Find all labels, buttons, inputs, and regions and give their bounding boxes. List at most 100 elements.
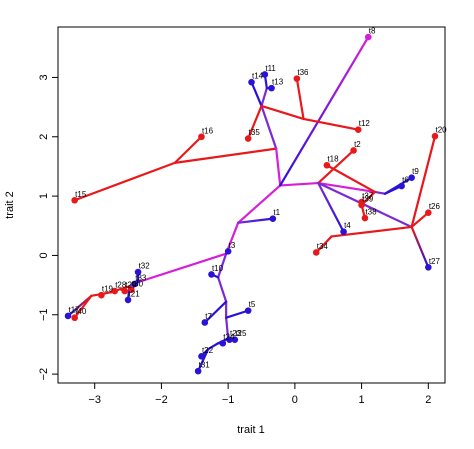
tip-label-t16: t16 (202, 126, 214, 135)
tip-label-t25: t25 (235, 329, 247, 338)
tip-point-t34 (312, 249, 320, 256)
branch-d2-d3 (217, 252, 228, 279)
y-axis-title: trait 2 (4, 191, 16, 219)
tip-point-t22 (198, 353, 205, 360)
tip-label-t31: t31 (199, 361, 211, 370)
y-tick-label: 2 (38, 134, 50, 140)
tip-point-t4 (340, 228, 347, 235)
branch-to-t7 (203, 300, 228, 324)
x-tick-label: 2 (425, 394, 431, 406)
tip-label-t30: t30 (132, 279, 144, 288)
tip-point-t39 (358, 201, 365, 209)
tip-label-t1: t1 (273, 208, 280, 217)
tip-point-t24 (219, 339, 227, 347)
x-tick-label: −1 (222, 394, 235, 406)
tip-points (64, 33, 439, 375)
tip-point-t25 (231, 336, 239, 343)
tip-point-t29 (121, 287, 129, 295)
tip-point-t14 (248, 78, 255, 86)
branch-to-t27 (410, 225, 430, 269)
tip-label-t28: t28 (115, 281, 127, 290)
y-tick-label: 0 (38, 252, 50, 258)
branch-to-t9 (383, 176, 413, 195)
y-axis: −2 −1 0 1 2 3 (38, 74, 58, 380)
x-axis: −3 −2 −1 0 1 2 (88, 383, 431, 406)
tip-point-t26 (425, 209, 432, 217)
branch-to-t12 (302, 117, 360, 131)
branch-c6-c7 (330, 225, 413, 238)
plot-frame (57, 26, 446, 384)
tip-label-t34: t34 (317, 242, 329, 251)
tip-point-t18 (323, 161, 331, 169)
y-tick-label: 1 (38, 193, 50, 199)
tip-label-t9: t9 (412, 167, 419, 176)
tip-label-t17: t17 (69, 305, 81, 314)
branch-d12-d13 (103, 291, 113, 295)
tip-labels: t1 t2 t3 t4 t5 t6 t7 t8 t9 t10 t11 t12 t13 t14 t15 t16 t… (69, 27, 448, 370)
branch-to-t34 (315, 235, 333, 254)
tip-label-t38: t38 (365, 208, 377, 217)
tip-label-t22: t22 (202, 346, 214, 355)
tip-point-t8 (364, 33, 372, 41)
branch-to-t4 (317, 181, 345, 233)
tip-point-t17 (64, 312, 72, 320)
tip-point-t21 (124, 296, 132, 304)
tip-label-t29: t29 (125, 281, 137, 290)
tip-label-t2: t2 (354, 140, 361, 149)
tip-label-t36: t36 (297, 68, 309, 77)
branch-c1-d1 (237, 184, 282, 224)
branch-to-t35 (247, 104, 263, 140)
tip-point-t33 (131, 280, 139, 288)
tip-label-t26: t26 (429, 202, 441, 211)
branch-r-a1 (260, 104, 278, 150)
branch-d5-d6 (225, 316, 230, 340)
tip-label-t23: t23 (230, 329, 242, 338)
tip-point-t23 (226, 336, 233, 343)
tip-label-t39: t39 (362, 195, 374, 204)
branch-a1-a3 (260, 104, 305, 121)
branch-to-t36 (295, 77, 305, 121)
tip-point-t1 (269, 215, 277, 222)
tip-label-t13: t13 (272, 78, 284, 87)
tip-point-t38 (361, 214, 369, 222)
branch-to-t40 (73, 294, 93, 319)
tip-label-t3: t3 (229, 241, 236, 250)
branch-to-t8 (279, 35, 370, 187)
tip-point-t27 (425, 264, 432, 271)
tip-label-t27: t27 (429, 257, 441, 266)
tip-point-t35 (244, 135, 252, 142)
tip-point-t15 (71, 196, 78, 204)
tip-point-t32 (134, 268, 142, 276)
tip-point-t9 (408, 174, 415, 182)
branch-c2-c3 (317, 181, 377, 194)
tip-point-t10 (208, 271, 215, 278)
tip-point-t19 (98, 291, 105, 299)
x-tick-label: 0 (292, 394, 298, 406)
tip-label-t11: t11 (265, 64, 276, 73)
tip-label-t7: t7 (205, 312, 212, 321)
tip-point-t16 (198, 133, 205, 141)
branch-to-t18 (325, 164, 377, 194)
tip-label-t33: t33 (135, 273, 147, 282)
tip-point-t6 (398, 182, 405, 190)
x-axis-title: trait 1 (237, 424, 265, 436)
branch-c2-c6 (317, 181, 413, 229)
tip-point-t20 (431, 132, 439, 140)
tip-point-t30 (128, 286, 135, 294)
tip-point-t36 (293, 75, 301, 82)
branch-to-t31 (197, 348, 210, 373)
x-tick-label: −2 (155, 394, 168, 406)
tip-label-t32: t32 (139, 262, 151, 271)
tip-point-t11 (261, 71, 269, 78)
branch-to-t2 (317, 149, 355, 185)
tip-point-t12 (354, 126, 362, 133)
branch-d3-d4 (217, 276, 228, 303)
x-tick-label: 1 (359, 394, 365, 406)
tip-point-t28 (111, 287, 119, 295)
branch-d7-d8 (207, 342, 220, 351)
tip-label-t24: t24 (223, 333, 235, 342)
tip-point-t5 (244, 307, 252, 314)
y-tick-label: −1 (38, 308, 50, 321)
tip-label-t4: t4 (344, 221, 351, 230)
branch-to-t1 (237, 217, 274, 224)
